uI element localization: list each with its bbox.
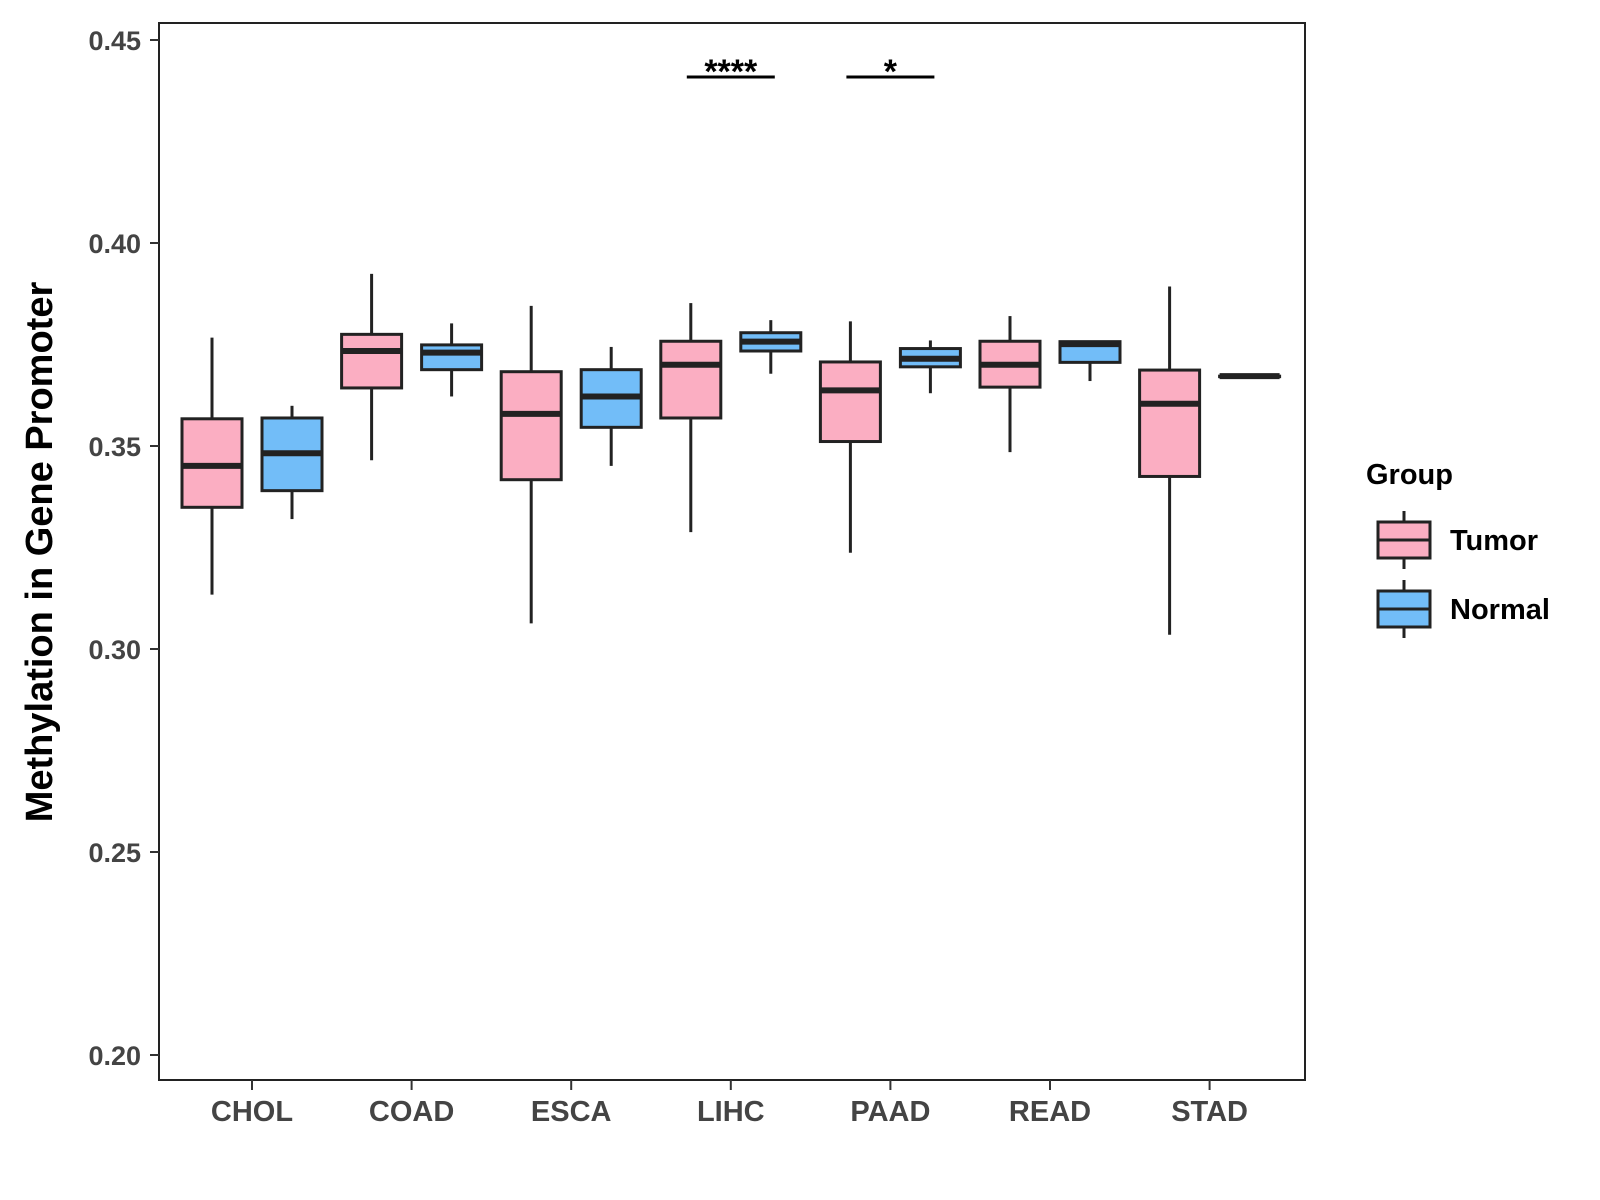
box-normal-chol xyxy=(260,405,324,520)
box-tumor-read xyxy=(978,316,1042,453)
box-normal-esca xyxy=(579,346,643,466)
x-tick-label: LIHC xyxy=(697,1096,765,1128)
y-tick-label: 0.35 xyxy=(88,432,141,462)
significance-label: **** xyxy=(704,53,758,91)
box-normal-stad xyxy=(1218,373,1282,380)
x-tick-label: READ xyxy=(1009,1096,1091,1128)
significance-annotations: **** * xyxy=(686,53,935,91)
box-tumor-coad xyxy=(340,273,404,461)
x-tick-label: COAD xyxy=(369,1096,454,1128)
y-axis: 0.20 0.25 0.30 0.35 0.40 0.45 xyxy=(88,26,159,1071)
box-tumor-lihc xyxy=(659,303,723,533)
y-tick-label: 0.25 xyxy=(88,838,141,868)
y-tick-label: 0.45 xyxy=(88,26,141,56)
significance-label: * xyxy=(884,53,898,91)
x-tick-label: STAD xyxy=(1171,1096,1248,1128)
iqr-box xyxy=(818,360,882,444)
box-tumor-stad xyxy=(1138,286,1202,635)
box-normal-read xyxy=(1058,340,1122,382)
iqr-box xyxy=(499,370,563,482)
y-axis-label: Methylation in Gene Promoter xyxy=(19,282,61,823)
iqr-box xyxy=(1138,368,1202,478)
x-axis: CHOL COAD ESCA LIHC PAAD READ STAD xyxy=(211,1080,1248,1128)
box-tumor-esca xyxy=(499,305,563,624)
x-tick-label: ESCA xyxy=(531,1096,612,1128)
box-normal-paad xyxy=(898,340,962,394)
box-normal-lihc xyxy=(739,320,803,374)
y-tick-label: 0.30 xyxy=(88,635,141,665)
iqr-box xyxy=(340,332,404,390)
box-normal-coad xyxy=(420,323,484,397)
x-tick-label: CHOL xyxy=(211,1096,293,1128)
legend-title: Group xyxy=(1366,459,1453,491)
box-tumor-chol xyxy=(180,337,244,595)
y-tick-label: 0.20 xyxy=(88,1041,141,1071)
x-tick-label: PAAD xyxy=(850,1096,930,1128)
box-layer xyxy=(180,273,1282,635)
legend: Group Tumor Normal xyxy=(1366,459,1550,638)
legend-label-normal: Normal xyxy=(1450,594,1550,626)
legend-label-tumor: Tumor xyxy=(1450,525,1538,557)
plot-panel xyxy=(158,22,1306,1081)
iqr-box xyxy=(659,339,723,420)
iqr-box xyxy=(420,343,484,372)
y-tick-label: 0.40 xyxy=(88,229,141,259)
box-tumor-paad xyxy=(818,321,882,553)
